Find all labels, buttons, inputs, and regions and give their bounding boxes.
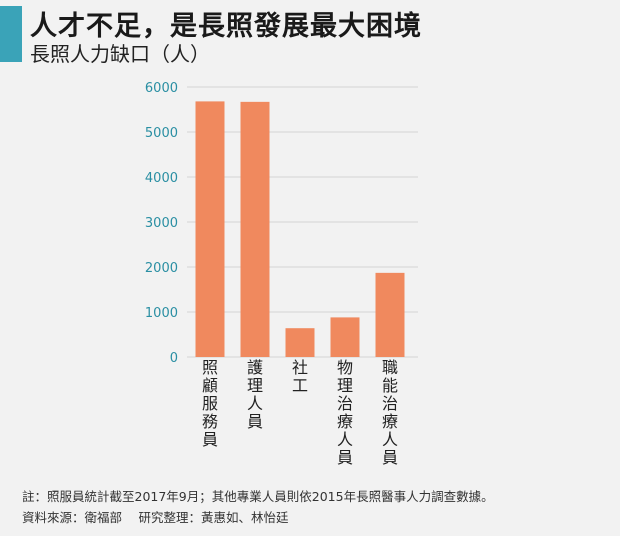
source-credit: 資料來源：衛福部 研究整理：黃惠如、林怡廷 xyxy=(22,510,289,525)
y-tick-label: 4000 xyxy=(145,171,178,186)
bar xyxy=(240,101,270,357)
page-title: 人才不足，是長照發展最大困境 xyxy=(30,11,422,42)
y-tick-label: 1000 xyxy=(145,306,178,321)
footnote: 註：照服員統計截至2017年9月；其他專業人員則依2015年長照醫事人力調查數據… xyxy=(22,489,494,504)
bar xyxy=(285,328,315,357)
x-category-label: 物理治療人員 xyxy=(337,358,353,467)
y-tick-label: 2000 xyxy=(145,261,178,276)
bar xyxy=(195,101,225,358)
y-tick-label: 6000 xyxy=(145,81,178,96)
chart-subtitle: 長照人力缺口（人） xyxy=(30,42,210,66)
y-tick-label: 5000 xyxy=(145,126,178,141)
x-category-label: 職能治療人員 xyxy=(382,358,398,467)
x-category-label: 社工 xyxy=(292,358,308,395)
x-category-label: 護理人員 xyxy=(247,358,263,431)
bar xyxy=(375,272,405,357)
x-category-label: 照顧服務員 xyxy=(202,358,218,449)
bar-chart: 0 1000 2000 3000 4000 5000 6000 照顧服務員 護理人員 社工 物理治療… xyxy=(145,81,418,467)
y-tick-label: 3000 xyxy=(145,216,178,231)
y-tick-label: 0 xyxy=(170,351,178,366)
bar xyxy=(330,317,360,357)
title-accent-bar xyxy=(0,6,22,62)
